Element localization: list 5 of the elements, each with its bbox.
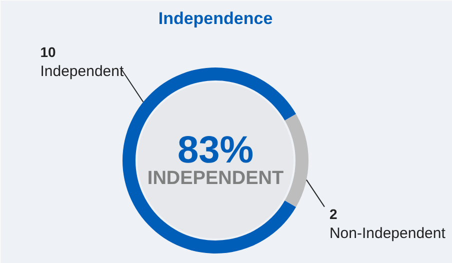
slice-label: Non-Independent	[329, 224, 446, 242]
chart-title: Independence	[158, 9, 273, 28]
data-label: 2	[329, 206, 338, 222]
data-label: 10	[40, 44, 56, 60]
slice-label: Independent	[40, 62, 124, 80]
